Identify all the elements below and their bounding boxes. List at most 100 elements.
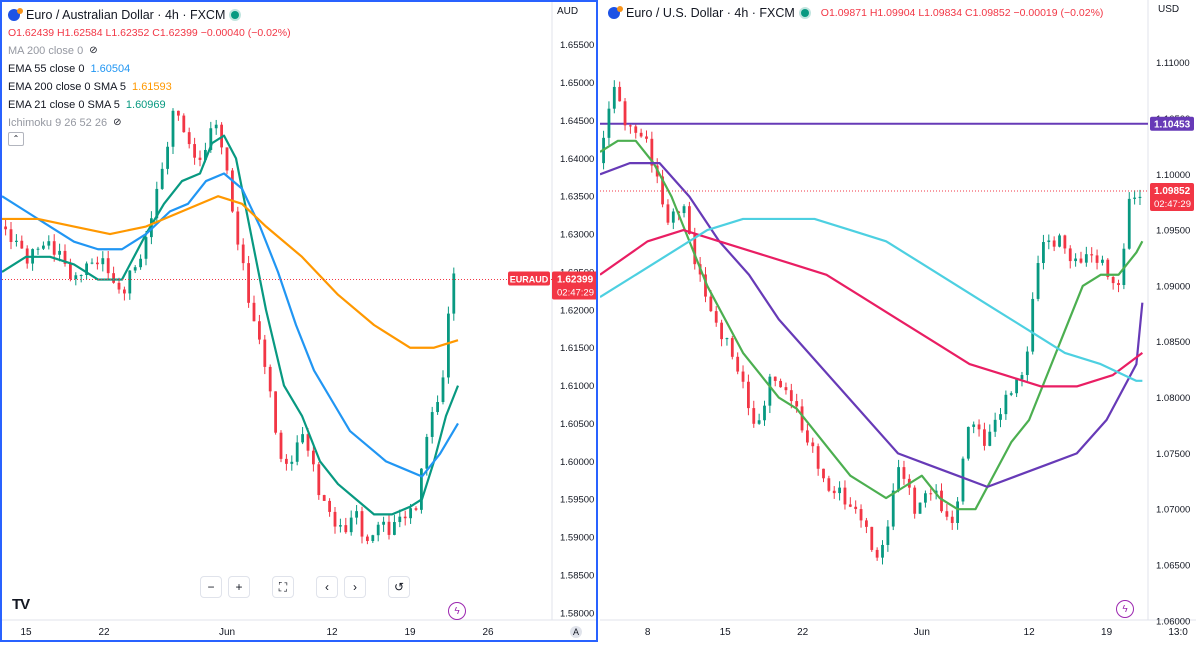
indicator-ma200[interactable]: MA 200 close 0 ⊘: [8, 42, 291, 60]
candle-body: [806, 430, 809, 443]
candle-body: [972, 424, 976, 427]
candle-body: [274, 391, 277, 433]
euraud-chart-canvas[interactable]: 1.58000 1.58500 1.59000 1.59500 1.60000 1.605…: [2, 2, 596, 640]
candle-body: [441, 377, 445, 403]
candle-body: [639, 132, 643, 137]
candle-body: [773, 376, 777, 381]
tradingview-logo[interactable]: TV: [12, 596, 30, 613]
y-tick-label: 1.60500: [560, 419, 594, 430]
candle-body: [747, 381, 750, 409]
chart-title[interactable]: Euro / Australian Dollar · 4h · FXCM: [26, 8, 226, 22]
candle-body: [360, 511, 364, 537]
collapse-legend-icon[interactable]: ⌃: [8, 132, 24, 146]
candle-body: [398, 516, 402, 523]
price-tag-countdown: 02:47:29: [1154, 199, 1191, 210]
candle-body: [1015, 379, 1019, 394]
reset-chart-button[interactable]: ↺: [388, 576, 410, 598]
scroll-right-button[interactable]: ›: [344, 576, 366, 598]
symbol-tag-bg: [508, 271, 550, 286]
x-tick-label: 8: [645, 627, 651, 638]
level-tag-bg: [1150, 116, 1194, 131]
zoom-in-button[interactable]: +: [228, 576, 250, 598]
candle-body: [420, 468, 423, 510]
candle-body: [1009, 393, 1013, 395]
ohlc-high: H1.62584: [57, 27, 103, 39]
market-open-icon: [800, 9, 809, 17]
candle-body: [387, 521, 391, 535]
currency-label[interactable]: AUD: [557, 6, 579, 17]
candle-body: [993, 419, 997, 432]
candle-body: [645, 136, 648, 139]
ohlc-close: C1.09852: [965, 7, 1011, 19]
y-tick-label: 1.06500: [1156, 561, 1190, 572]
candle-body: [730, 338, 734, 357]
lightning-icon[interactable]: ϟ: [1116, 600, 1134, 618]
candle-body: [682, 206, 686, 214]
candle-body: [1042, 242, 1045, 264]
indicator-value: 1.60504: [90, 63, 131, 75]
chart-title[interactable]: Euro / U.S. Dollar · 4h · FXCM: [626, 6, 795, 20]
candle-body: [854, 506, 858, 510]
indicator-ichimoku[interactable]: Ichimoku 9 26 52 26 ⊘: [8, 114, 291, 132]
y-tick-label: 1.64000: [560, 154, 594, 165]
price-tag-bg: [552, 271, 596, 300]
fullscreen-button[interactable]: ⛶: [272, 576, 294, 598]
candle-body: [214, 124, 218, 129]
candle-body: [634, 126, 638, 133]
indicator-ema21[interactable]: EMA 21 close 0 SMA 5 1.60969: [8, 96, 291, 114]
market-open-icon: [231, 11, 240, 19]
candle-body: [231, 170, 234, 212]
y-tick-label: 1.08500: [1156, 337, 1190, 348]
symbol-tag-label: EURAUD: [510, 275, 549, 285]
x-tick-label: 15: [20, 627, 32, 638]
ohlc-change: −0.00040 (−0.02%): [200, 27, 291, 39]
candle-body: [301, 434, 304, 443]
candle-body: [328, 500, 331, 512]
candle-body: [52, 241, 56, 255]
x-tick-label: 26: [482, 627, 494, 638]
candle-body: [1058, 235, 1061, 247]
hidden-eye-icon[interactable]: ⊘: [113, 117, 122, 128]
euraud-chart-pane[interactable]: 1.58000 1.58500 1.59000 1.59500 1.60000 1.605…: [0, 0, 598, 642]
candle-body: [312, 450, 315, 465]
current-price-tag: 1.09852 02:47:29: [1150, 183, 1194, 212]
eurusd-chart-pane[interactable]: 1.06000 1.06500 1.07000 1.07500 1.08000 1.085…: [600, 0, 1196, 642]
y-tick-label: 1.65000: [560, 78, 594, 89]
auto-scale-button[interactable]: A: [570, 626, 582, 638]
candle-body: [279, 432, 283, 459]
scroll-left-button[interactable]: ‹: [316, 576, 338, 598]
candle-body: [133, 267, 137, 271]
candle-body: [155, 188, 159, 219]
x-tick-label: 22: [98, 627, 110, 638]
zoom-out-button[interactable]: −: [200, 576, 222, 598]
y-tick-label: 1.07500: [1156, 449, 1190, 460]
currency-label[interactable]: USD: [1158, 4, 1180, 15]
ohlc-readout: O1.09871 H1.09904 L1.09834 C1.09852 −0.0…: [821, 4, 1104, 22]
candle-body: [139, 258, 142, 268]
candle-body: [382, 521, 385, 525]
indicator-label: Ichimoku 9 26 52 26: [8, 117, 108, 129]
indicator-ema200[interactable]: EMA 200 close 0 SMA 5 1.61593: [8, 78, 291, 96]
indicator-label: EMA 55 close 0: [8, 63, 85, 75]
y-tick-label: 1.63000: [560, 230, 594, 241]
candle-body: [725, 338, 729, 340]
candle-body: [628, 125, 632, 127]
candle-body: [875, 549, 879, 558]
candle-body: [1052, 240, 1056, 247]
candle-body: [897, 467, 900, 491]
candle-body: [177, 110, 180, 116]
y-tick-label: 1.58000: [560, 608, 594, 619]
indicator-ema55[interactable]: EMA 55 close 0 1.60504: [8, 60, 291, 78]
eurusd-chart-canvas[interactable]: 1.06000 1.06500 1.07000 1.07500 1.08000 1.085…: [600, 0, 1196, 642]
candle-body: [9, 229, 13, 243]
candle-body: [822, 468, 825, 479]
hidden-eye-icon[interactable]: ⊘: [89, 45, 98, 56]
lightning-icon[interactable]: ϟ: [448, 602, 466, 620]
candle-body: [236, 211, 240, 245]
candle-body: [1068, 248, 1072, 262]
y-tick-label: 1.10000: [1156, 170, 1190, 181]
x-tick-label: Jun: [914, 627, 930, 638]
candle-body: [1025, 351, 1029, 376]
candle-body: [902, 467, 906, 479]
candle-body: [924, 493, 927, 503]
